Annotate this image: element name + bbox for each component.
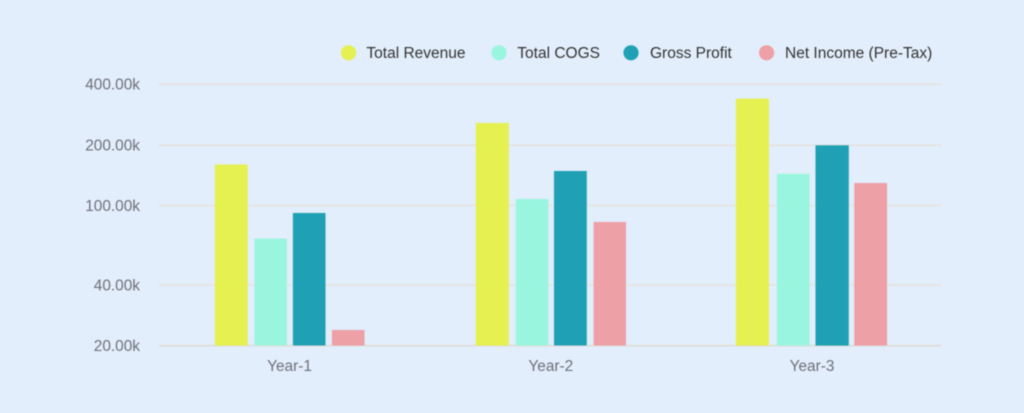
svg-text:Gross Profit: Gross Profit [650, 45, 733, 62]
svg-text:Net Income (Pre-Tax): Net Income (Pre-Tax) [785, 45, 932, 62]
svg-text:Total Revenue: Total Revenue [366, 45, 465, 62]
svg-text:Year-2: Year-2 [528, 358, 573, 375]
svg-text:100.00k: 100.00k [85, 198, 140, 215]
svg-text:Year-3: Year-3 [790, 358, 835, 375]
svg-text:400.00k: 400.00k [85, 77, 140, 94]
svg-text:20.00k: 20.00k [94, 338, 141, 355]
svg-text:Total COGS: Total COGS [517, 45, 600, 62]
svg-text:40.00k: 40.00k [94, 277, 141, 294]
svg-text:200.00k: 200.00k [85, 138, 140, 155]
svg-text:Year-1: Year-1 [267, 358, 312, 375]
